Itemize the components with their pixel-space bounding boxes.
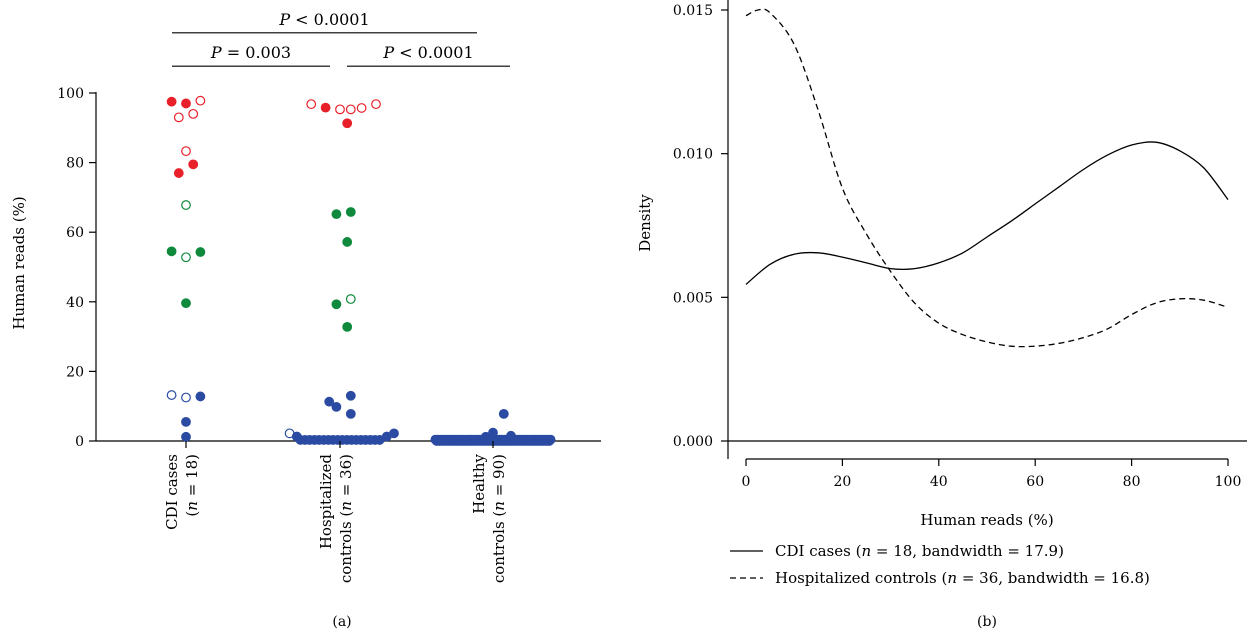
data-point <box>181 200 191 210</box>
p-value-label: P < 0.0001 <box>382 43 473 62</box>
b-x-tick-label: 20 <box>833 474 851 490</box>
b-x-tick-label: 0 <box>742 474 751 490</box>
a-y-tick-label: 0 <box>75 434 84 450</box>
a-group-label-line1: CDI cases <box>163 454 181 530</box>
b-y-tick-label: 0.010 <box>673 147 713 163</box>
data-point <box>188 159 199 170</box>
data-point <box>345 294 356 304</box>
a-y-tick-label: 60 <box>66 225 84 241</box>
data-point <box>345 408 356 419</box>
a-y-tick-label: 40 <box>66 295 84 311</box>
data-point <box>181 252 191 263</box>
data-point <box>320 102 331 113</box>
panel-a-y-axis-label: Human reads (%) <box>10 196 28 329</box>
data-point <box>306 99 317 110</box>
data-point <box>166 96 177 107</box>
panel-a-caption: (a) <box>332 614 351 630</box>
panel-b-x-axis-label: Human reads (%) <box>920 511 1053 529</box>
data-point <box>173 168 184 178</box>
data-point <box>188 108 199 119</box>
data-point <box>488 427 498 438</box>
data-point <box>345 207 356 217</box>
data-point <box>195 95 206 106</box>
data-point <box>506 430 516 441</box>
data-point <box>480 431 491 442</box>
data-point <box>181 298 191 309</box>
a-group-label-line2: controls (n = 36) <box>337 454 355 583</box>
a-group-label-line1: Hospitalized <box>317 454 335 550</box>
data-point <box>371 99 381 110</box>
panel-b-legend: CDI cases (n = 18, bandwidth = 17.9) Hosp… <box>730 542 1150 587</box>
data-point <box>181 392 191 403</box>
data-point <box>342 118 353 129</box>
data-point <box>166 390 177 400</box>
data-point <box>181 431 191 442</box>
panel-b-density-plot: 0.000 0.005 0.010 0.015 0 20 40 60 80 100 Human … <box>636 0 1247 630</box>
cdi-cases-density-line <box>745 141 1229 285</box>
data-point <box>331 209 342 220</box>
b-y-tick-label: 0.015 <box>673 3 713 19</box>
legend-entry: CDI cases (n = 18, bandwidth = 17.9) <box>775 542 1064 560</box>
data-point <box>345 390 356 401</box>
a-y-tick-label: 20 <box>66 364 84 380</box>
b-x-tick-label: 80 <box>1123 474 1141 490</box>
data-point <box>173 112 184 123</box>
data-point <box>335 104 345 115</box>
a-group-label-line1: Healthy <box>470 453 488 513</box>
data-point <box>195 247 206 257</box>
data-point <box>181 98 191 109</box>
data-point <box>342 321 353 332</box>
b-x-tick-label: 100 <box>1215 474 1242 490</box>
panel-b-y-axis-label: Density <box>636 194 654 252</box>
legend-entry: Hospitalized controls (n = 36, bandwidth… <box>775 569 1150 587</box>
data-point <box>195 391 206 402</box>
p-value-label: P < 0.0001 <box>278 10 369 29</box>
data-point <box>166 246 177 257</box>
data-point <box>342 237 353 247</box>
data-point <box>181 146 191 157</box>
data-point <box>544 436 555 446</box>
a-group-label-line2: controls (n = 90) <box>490 454 508 583</box>
data-point <box>291 431 302 442</box>
hospitalized-controls-density-line <box>745 8 1229 348</box>
data-point <box>381 431 392 442</box>
b-y-tick-label: 0.005 <box>673 290 713 306</box>
panel-b-caption: (b) <box>977 614 997 630</box>
data-point <box>356 103 367 113</box>
data-point <box>324 396 335 407</box>
p-value-label: P = 0.003 <box>210 43 291 62</box>
data-point <box>181 416 191 427</box>
data-point <box>331 401 342 412</box>
data-point <box>331 299 342 310</box>
b-x-tick-label: 40 <box>930 474 948 490</box>
data-point <box>345 104 356 115</box>
panel-a-strip-chart: 0 20 40 60 80 100 P = 0.003 P < 0.0001 P < 0.00… <box>10 10 601 630</box>
a-group-label-line2: (n = 18) <box>183 454 201 517</box>
data-point <box>498 408 509 419</box>
a-y-tick-label: 100 <box>57 86 84 102</box>
b-y-tick-label: 0.000 <box>673 434 713 450</box>
b-x-tick-label: 60 <box>1026 474 1044 490</box>
a-y-tick-label: 80 <box>66 156 84 172</box>
